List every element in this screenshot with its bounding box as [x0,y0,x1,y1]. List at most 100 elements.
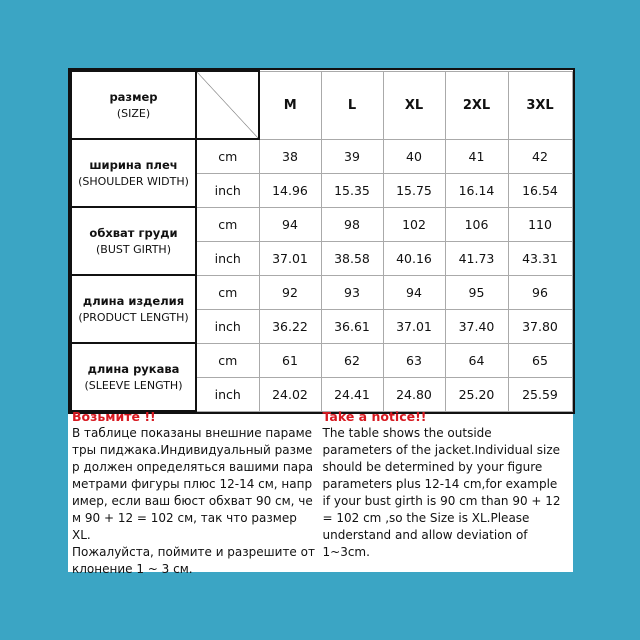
size-header: XL [382,70,446,140]
notice-ru-title: Возьмите !! [72,409,156,424]
notice-en-title: Take a notice!! [322,409,427,424]
value-cell: 16.54 [507,172,573,208]
value-cell: 96 [507,274,573,310]
measure-label-cell: ширина плеч (SHOULDER WIDTH) [70,138,197,208]
unit-cell: cm [195,274,260,310]
notes: Возьмите !! В таблице показаны внешние п… [72,408,569,578]
size-label-ru: размер [109,89,158,104]
value-cell: 38 [258,138,322,174]
table-row: длина рукава (SLEEVE LENGTH) cm 61 62 63 64 65 [70,342,573,412]
notice-line: тры пиджака.Индивидуальный разме [72,443,313,457]
value-cell: 95 [444,274,509,310]
value-cell: 37.01 [382,308,446,344]
notice-line: 1~3cm. [322,545,370,559]
value-cell: 38.58 [320,240,384,276]
value-cell: 42 [507,138,573,174]
value-cell: 92 [258,274,322,310]
table-row: ширина плеч (SHOULDER WIDTH) cm 38 39 40 41 42 [70,138,573,208]
notice-line: Пожалуйста, поймите и разрешите от [72,545,315,559]
notice-line: should be determined by your figure [322,460,543,474]
notice-line: В таблице показаны внешние параме [72,426,313,440]
value-cell: 40 [382,138,446,174]
measure-label-cell: обхват груди (BUST GIRTH) [70,206,197,276]
measure-label-ru: ширина плеч [89,157,178,172]
notice-line: parameters plus 12-14 cm,for example [322,477,558,491]
value-cell: 43.31 [507,240,573,276]
notice-line: метрами фигуры плюс 12-14 см, напр [72,477,313,491]
value-cell: 40.16 [382,240,446,276]
size-header: 3XL [507,70,573,140]
value-cell: 94 [382,274,446,310]
measure-label-en: (BUST GIRTH) [96,242,171,256]
table-row: обхват груди (BUST GIRTH) cm 94 98 102 106 110 [70,206,573,276]
size-label-en: (SIZE) [116,106,151,120]
measure-label-cell: длина изделия (PRODUCT LENGTH) [70,274,197,344]
value-cell: 36.61 [320,308,384,344]
measure-label-en: (PRODUCT LENGTH) [78,310,189,324]
value-cell: 63 [382,342,446,378]
value-cell: 41.73 [444,240,509,276]
unit-cell: inch [195,240,260,276]
notice-line: имер, если ваш бюст обхват 90 см, че [72,494,313,508]
value-cell: 15.35 [320,172,384,208]
unit-cell: inch [195,308,260,344]
size-header: L [320,70,384,140]
size-header: M [258,70,322,140]
notice-en: Take a notice!! The table shows the outs… [323,408,570,578]
notice-line: if your bust girth is 90 cm than 90 + 12 [322,494,561,508]
notice-line: parameters of the jacket.Individual size [322,443,561,457]
size-label-cell: размер (SIZE) [70,70,197,140]
measure-label-en: (SHOULDER WIDTH) [78,174,189,188]
value-cell: 110 [507,206,573,242]
measure-label-cell: длина рукава (SLEEVE LENGTH) [70,342,197,412]
unit-cell: cm [195,138,260,174]
size-header: 2XL [444,70,509,140]
unit-cell: cm [195,342,260,378]
value-cell: 62 [320,342,384,378]
value-cell: 64 [444,342,509,378]
value-cell: 25.20 [444,376,509,412]
notice-line: The table shows the outside [322,426,492,440]
table-row: длина изделия (PRODUCT LENGTH) cm 92 93 94 95 9… [70,274,573,344]
table-row: inch 37.01 38.58 40.16 41.73 43.31 [71,240,573,276]
diagonal-cell [195,70,260,140]
value-cell: 37.01 [258,240,322,276]
unit-cell: inch [195,172,260,208]
notice-line: = 102 cm ,so the Size is XL.Please [322,511,530,525]
value-cell: 37.80 [507,308,573,344]
value-cell: 39 [320,138,384,174]
size-chart-panel: размер (SIZE) M L XL 2XL 3XL ширина плеч (SHOULD… [68,68,575,576]
value-cell: 16.14 [444,172,509,208]
table-row: inch 36.22 36.61 37.01 37.40 37.80 [71,308,573,344]
value-cell: 24.41 [320,376,384,412]
value-cell: 94 [258,206,322,242]
measure-label-ru: обхват груди [89,225,178,240]
value-cell: 93 [320,274,384,310]
value-cell: 15.75 [382,172,446,208]
value-cell: 36.22 [258,308,322,344]
value-cell: 24.02 [258,376,322,412]
notice-line: understand and allow deviation of [322,528,528,542]
notice-ru: Возьмите !! В таблице показаны внешние п… [72,408,319,578]
value-cell: 65 [507,342,573,378]
notice-line: р должен определяться вашими пара [72,460,314,474]
measure-label-en: (SLEEVE LENGTH) [84,378,183,392]
notice-line: м 90 + 12 = 102 см, так что размер XL. [72,511,297,542]
header-row: размер (SIZE) M L XL 2XL 3XL [70,70,573,140]
notice-line: клонение 1 ~ 3 см. [72,562,193,576]
value-cell: 37.40 [444,308,509,344]
value-cell: 25.59 [507,376,573,412]
table-row: inch 24.02 24.41 24.80 25.20 25.59 [71,376,573,412]
table-row: inch 14.96 15.35 15.75 16.14 16.54 [71,172,573,208]
value-cell: 106 [444,206,509,242]
value-cell: 41 [444,138,509,174]
value-cell: 102 [382,206,446,242]
value-cell: 98 [320,206,384,242]
value-cell: 24.80 [382,376,446,412]
unit-cell: cm [195,206,260,242]
value-cell: 61 [258,342,322,378]
measure-label-ru: длина изделия [82,293,185,308]
value-cell: 14.96 [258,172,322,208]
unit-cell: inch [195,376,260,412]
size-table: размер (SIZE) M L XL 2XL 3XL ширина плеч (SHOULD… [68,68,575,414]
